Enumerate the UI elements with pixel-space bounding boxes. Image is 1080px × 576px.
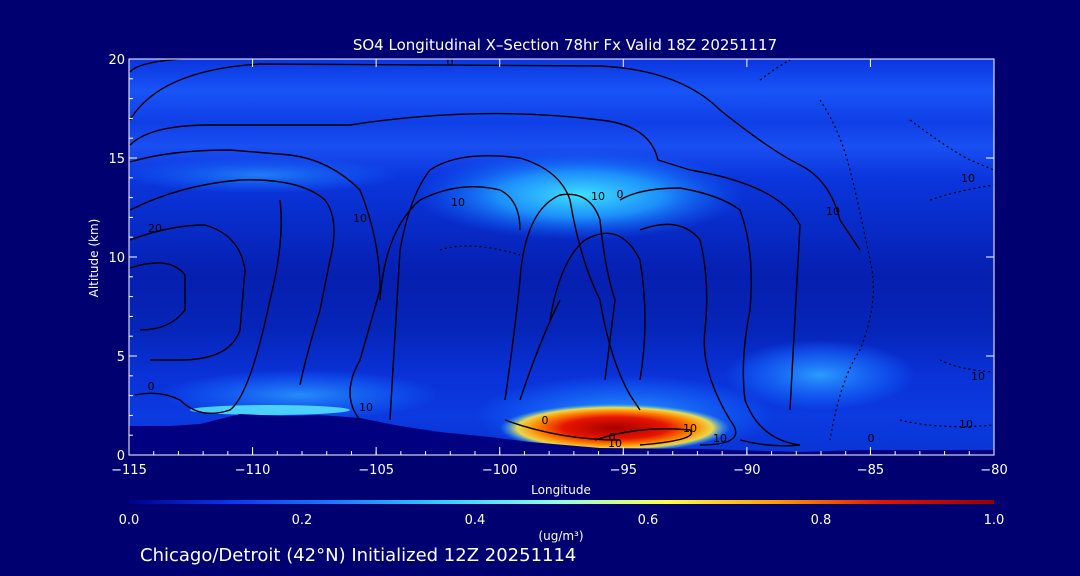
colorbar-tick-label: 0.2 <box>292 513 313 528</box>
contour-label: 20 <box>148 222 162 235</box>
x-tick-label: −80 <box>980 463 1007 478</box>
contour-label: 0 <box>868 432 875 445</box>
x-tick-label: −85 <box>857 463 884 478</box>
y-axis: 0 5 10 15 20 <box>108 53 994 464</box>
contour-label: 10 <box>713 432 727 445</box>
y-tick-label: 15 <box>108 152 125 167</box>
x-tick-label: −105 <box>358 463 394 478</box>
colorbar-ticks: 0.0 0.2 0.4 0.6 0.8 1.0 <box>119 513 1005 528</box>
upper-cyan-region <box>415 150 745 240</box>
x-tick-label: −100 <box>482 463 518 478</box>
colorbar-tick-label: 1.0 <box>984 513 1005 528</box>
x-tick-label: −90 <box>733 463 760 478</box>
x-tick-label: −110 <box>235 463 271 478</box>
contour-label: 10 <box>959 418 973 431</box>
colorbar-tick-label: 0.6 <box>638 513 659 528</box>
contour-label: 0 <box>447 56 454 69</box>
colorbar-unit-label: (ug/m³) <box>538 529 583 543</box>
footer-caption: Chicago/Detroit (42°N) Initialized 12Z 2… <box>140 545 576 566</box>
contour-label: 10 <box>451 196 465 209</box>
contour-label: 0 <box>617 188 624 201</box>
y-tick-label: 5 <box>117 350 125 365</box>
contour-label: 10 <box>591 190 605 203</box>
y-tick-label: 20 <box>108 53 125 68</box>
x-axis: −115 −110 −105 −100 −95 −90 −85 −80 <box>111 59 1008 478</box>
contour-label: 10 <box>608 437 622 450</box>
concentration-field <box>129 59 994 455</box>
colorbar-tick-label: 0.4 <box>465 513 486 528</box>
chart-title: SO4 Longitudinal X–Section 78hr Fx Valid… <box>353 36 777 54</box>
contour-label: 10 <box>971 370 985 383</box>
x-axis-label: Longitude <box>531 483 591 497</box>
colorbar-tick-label: 0.8 <box>811 513 832 528</box>
colorbar-tick-label: 0.0 <box>119 513 140 528</box>
contour-label: 10 <box>353 212 367 225</box>
x-tick-label: −115 <box>111 463 147 478</box>
contour-label: 10 <box>826 205 840 218</box>
x-tick-label: −95 <box>610 463 637 478</box>
y-tick-label: 0 <box>117 449 125 464</box>
contour-label: 10 <box>961 172 975 185</box>
contour-label: 10 <box>683 422 697 435</box>
contour-label: 10 <box>359 401 373 414</box>
y-tick-label: 10 <box>108 251 125 266</box>
right-mid-region <box>725 340 915 410</box>
low-cyan-streak <box>190 405 350 415</box>
upper-left-lighter-band <box>129 157 400 193</box>
contour-label: 0 <box>609 431 616 444</box>
so4-plume <box>500 404 730 452</box>
contour-label: 0 <box>148 380 155 393</box>
terrain <box>129 414 994 455</box>
contour-label: 0 <box>542 414 549 427</box>
contours <box>129 59 994 447</box>
y-axis-label: Altitude (km) <box>87 219 101 298</box>
colorbar <box>129 500 994 504</box>
